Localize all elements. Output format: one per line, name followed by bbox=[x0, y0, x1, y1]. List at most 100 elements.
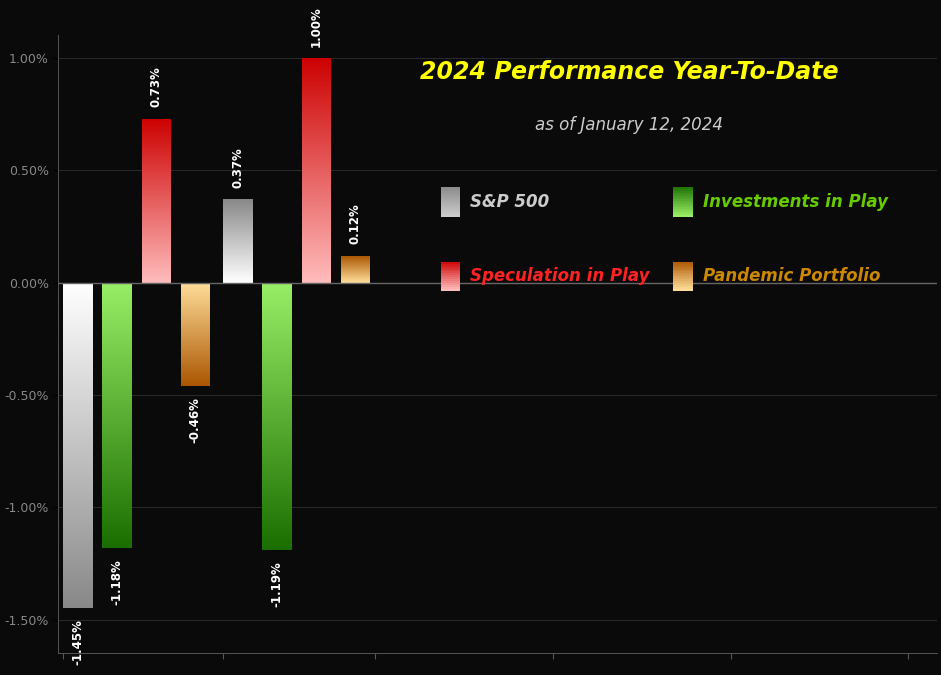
Bar bbox=[103, 292, 132, 293]
Bar bbox=[103, 484, 132, 485]
Bar bbox=[301, 148, 331, 149]
Bar bbox=[103, 527, 132, 529]
Bar bbox=[103, 346, 132, 347]
Bar bbox=[103, 330, 132, 331]
Bar bbox=[674, 269, 693, 271]
Bar bbox=[263, 370, 292, 371]
Bar bbox=[674, 263, 693, 265]
Bar bbox=[63, 431, 92, 433]
Bar bbox=[63, 556, 92, 558]
Bar bbox=[63, 372, 92, 373]
Bar bbox=[103, 438, 132, 439]
Bar bbox=[103, 416, 132, 417]
Bar bbox=[263, 343, 292, 344]
Bar bbox=[301, 230, 331, 231]
Bar bbox=[63, 487, 92, 488]
Bar bbox=[263, 468, 292, 469]
Bar bbox=[103, 426, 132, 427]
Bar bbox=[301, 147, 331, 148]
Bar bbox=[63, 589, 92, 590]
Bar bbox=[103, 503, 132, 504]
Bar bbox=[301, 241, 331, 242]
Bar bbox=[674, 288, 693, 290]
Bar bbox=[301, 187, 331, 188]
Bar bbox=[301, 260, 331, 261]
Bar bbox=[301, 178, 331, 180]
Bar bbox=[301, 202, 331, 203]
Bar bbox=[263, 314, 292, 315]
Bar bbox=[263, 452, 292, 453]
Bar bbox=[263, 492, 292, 493]
Bar bbox=[301, 208, 331, 209]
Bar bbox=[263, 499, 292, 500]
Bar bbox=[301, 78, 331, 79]
Bar bbox=[301, 168, 331, 169]
Bar bbox=[63, 478, 92, 479]
Bar bbox=[263, 320, 292, 321]
Bar bbox=[301, 166, 331, 167]
Bar bbox=[63, 514, 92, 515]
Bar bbox=[263, 503, 292, 504]
Bar bbox=[263, 523, 292, 524]
Bar bbox=[63, 346, 92, 347]
Bar bbox=[440, 277, 460, 279]
Bar bbox=[103, 342, 132, 343]
Bar bbox=[103, 437, 132, 438]
Bar bbox=[301, 177, 331, 178]
Bar bbox=[301, 209, 331, 210]
Bar bbox=[63, 527, 92, 528]
Bar bbox=[301, 159, 331, 160]
Bar bbox=[63, 364, 92, 365]
Bar bbox=[63, 522, 92, 524]
Bar bbox=[63, 491, 92, 492]
Bar bbox=[103, 283, 132, 284]
Bar bbox=[103, 410, 132, 411]
Bar bbox=[63, 411, 92, 412]
Bar bbox=[301, 267, 331, 269]
Bar bbox=[103, 418, 132, 420]
Bar bbox=[440, 213, 460, 215]
Bar bbox=[263, 308, 292, 309]
Bar bbox=[63, 310, 92, 312]
Bar bbox=[674, 201, 693, 203]
Bar bbox=[63, 483, 92, 485]
Bar bbox=[63, 440, 92, 441]
Bar bbox=[301, 243, 331, 244]
Bar bbox=[263, 291, 292, 292]
Bar bbox=[63, 464, 92, 465]
Bar bbox=[103, 366, 132, 367]
Bar bbox=[103, 316, 132, 317]
Bar bbox=[103, 481, 132, 483]
Bar bbox=[103, 310, 132, 311]
Bar bbox=[301, 183, 331, 184]
Bar bbox=[63, 376, 92, 377]
Bar bbox=[103, 489, 132, 490]
Bar bbox=[263, 393, 292, 394]
Bar bbox=[301, 197, 331, 198]
Bar bbox=[301, 203, 331, 204]
Bar bbox=[263, 545, 292, 546]
Bar bbox=[301, 264, 331, 265]
Bar bbox=[63, 371, 92, 372]
Bar bbox=[63, 288, 92, 289]
Bar bbox=[301, 238, 331, 239]
Bar bbox=[63, 300, 92, 301]
Bar bbox=[103, 425, 132, 426]
Bar bbox=[103, 389, 132, 390]
Bar bbox=[301, 257, 331, 258]
Bar bbox=[263, 433, 292, 434]
Bar bbox=[301, 188, 331, 189]
Bar bbox=[263, 491, 292, 492]
Bar bbox=[63, 355, 92, 356]
Bar bbox=[301, 280, 331, 281]
Bar bbox=[674, 205, 693, 207]
Bar bbox=[301, 222, 331, 223]
Bar bbox=[301, 152, 331, 153]
Bar bbox=[301, 269, 331, 270]
Bar bbox=[440, 279, 460, 281]
Bar bbox=[63, 552, 92, 553]
Bar bbox=[263, 319, 292, 320]
Bar bbox=[263, 440, 292, 441]
Bar bbox=[301, 255, 331, 256]
Text: Pandemic Portfolio: Pandemic Portfolio bbox=[703, 267, 881, 286]
